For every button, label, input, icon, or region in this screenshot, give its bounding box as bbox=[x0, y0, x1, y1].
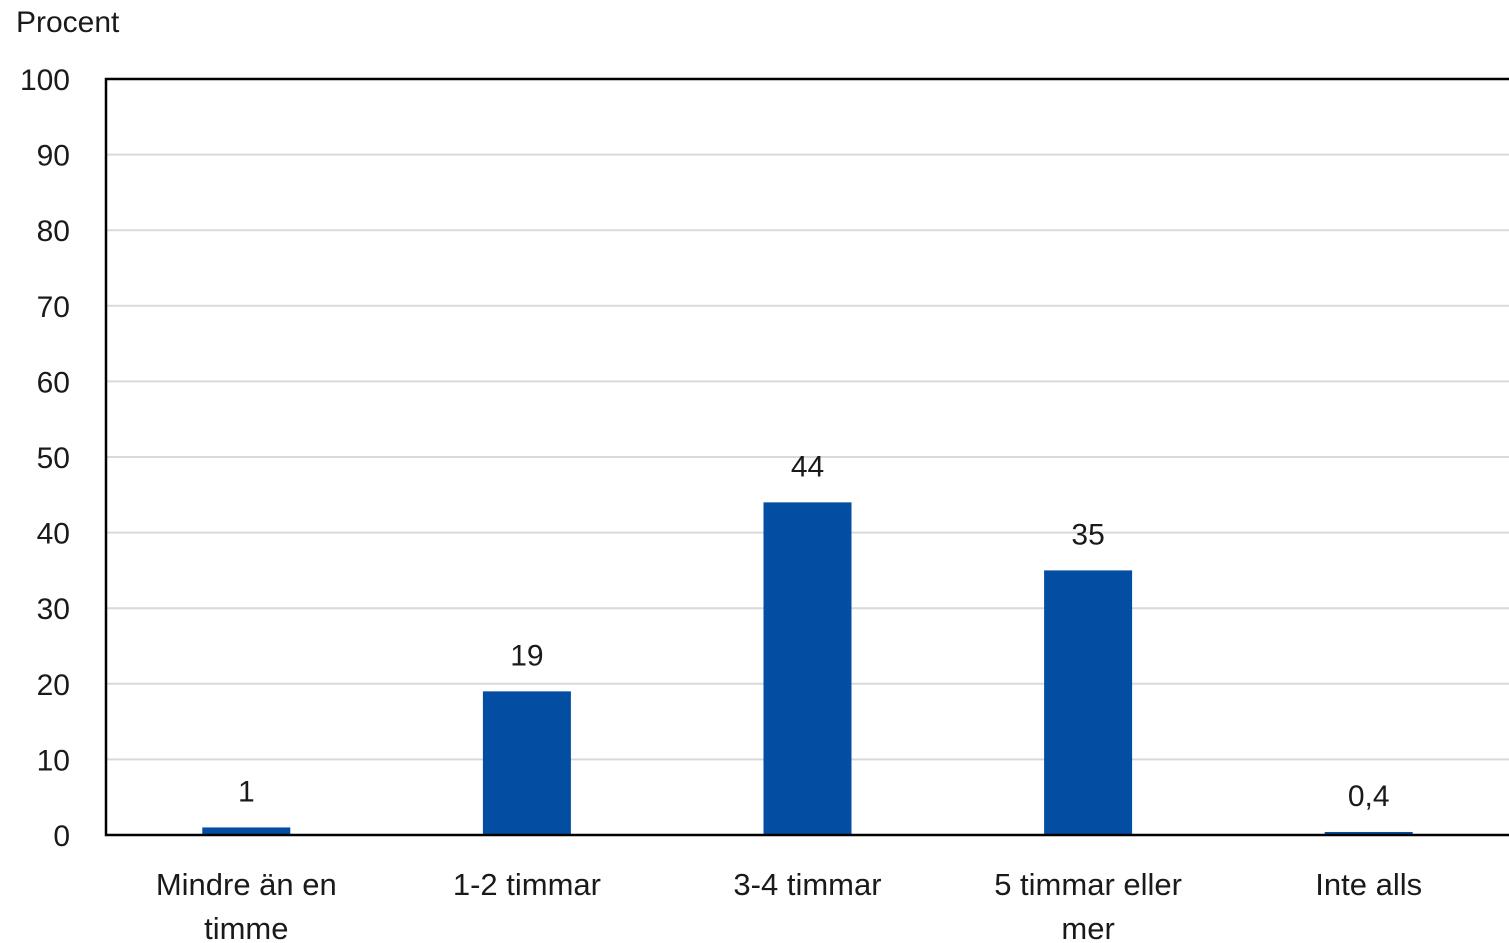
y-tick-label: 40 bbox=[37, 518, 70, 551]
y-tick-label: 90 bbox=[37, 140, 70, 173]
bar bbox=[482, 691, 571, 835]
y-tick-label: 100 bbox=[20, 64, 70, 97]
bars bbox=[202, 502, 1413, 835]
data-label: 44 bbox=[791, 450, 824, 483]
x-category-label-line: 1-2 timmar bbox=[453, 867, 601, 902]
bar bbox=[1324, 831, 1413, 835]
data-label: 19 bbox=[510, 639, 543, 672]
data-labels: 1 19 44 35 0,4 bbox=[238, 450, 1390, 813]
x-category-label-line: Inte alls bbox=[1315, 867, 1422, 902]
y-tick-label: 0 bbox=[53, 820, 70, 853]
x-category-label-line: 3-4 timmar bbox=[733, 867, 881, 902]
y-tick-label: 20 bbox=[37, 669, 70, 702]
y-tick-label: 10 bbox=[37, 744, 70, 777]
x-category-label: Inte alls bbox=[1315, 867, 1422, 902]
x-category-label: 1-2 timmar bbox=[453, 867, 601, 902]
bar bbox=[202, 827, 291, 835]
bar bbox=[763, 502, 852, 835]
y-tick-label: 60 bbox=[37, 366, 70, 399]
x-category-label: 5 timmar eller mer bbox=[994, 867, 1182, 943]
y-tick-label: 80 bbox=[37, 215, 70, 248]
y-tick-labels: 0 10 20 30 40 50 60 70 80 90 100 bbox=[20, 64, 70, 853]
y-axis-title: Procent bbox=[16, 6, 120, 39]
x-category-labels: Mindre än en timme 1-2 timmar 3-4 timmar 5 t… bbox=[156, 867, 1422, 943]
data-label: 1 bbox=[238, 775, 255, 808]
plot-frame bbox=[104, 77, 1509, 837]
y-tick-label: 50 bbox=[37, 442, 70, 475]
y-tick-label: 30 bbox=[37, 593, 70, 626]
x-category-label-line: Mindre än en bbox=[156, 867, 337, 902]
gridlines bbox=[106, 153, 1509, 761]
x-category-label-line: 5 timmar eller bbox=[994, 867, 1182, 902]
x-category-label-line: timme bbox=[204, 911, 288, 943]
data-label: 35 bbox=[1071, 518, 1104, 551]
x-category-label: 3-4 timmar bbox=[733, 867, 881, 902]
bar bbox=[1044, 570, 1133, 835]
x-category-label-line: mer bbox=[1061, 911, 1114, 943]
y-tick-label: 70 bbox=[37, 291, 70, 324]
x-category-label: Mindre än en timme bbox=[156, 867, 337, 943]
data-label: 0,4 bbox=[1348, 780, 1390, 813]
